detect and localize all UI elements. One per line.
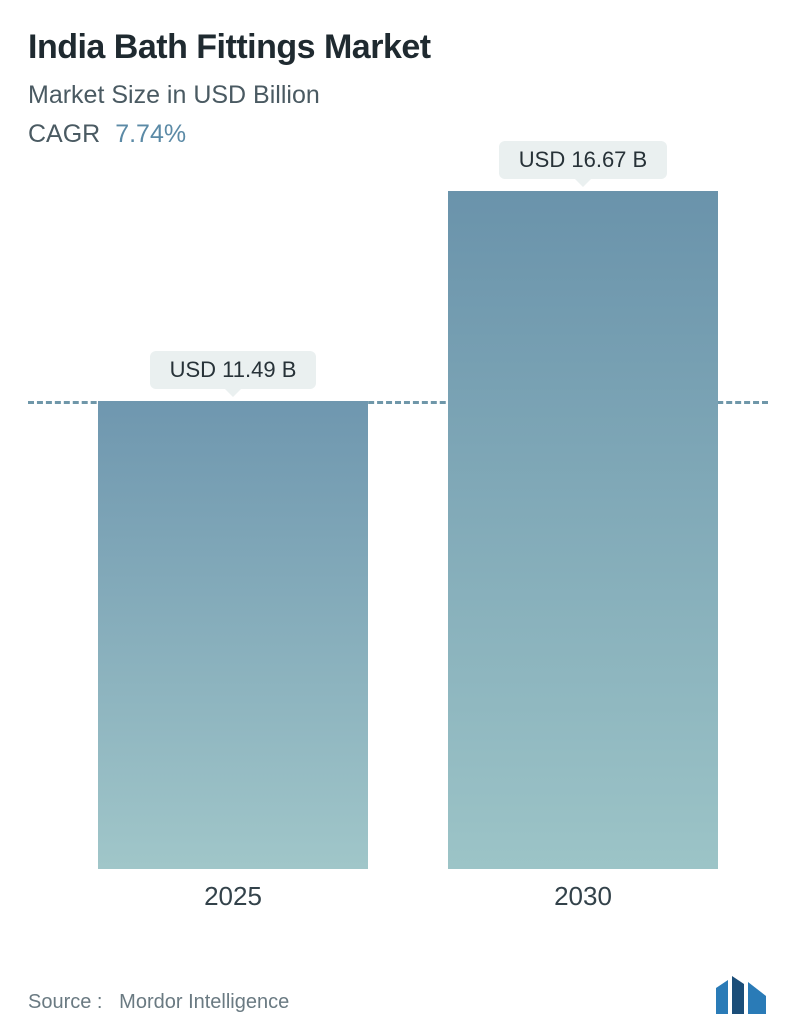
- source-text: Source : Mordor Intelligence: [28, 991, 289, 1014]
- bar-group-2025: USD 11.49 B: [98, 351, 368, 869]
- footer-row: Source : Mordor Intelligence: [28, 974, 768, 1014]
- x-label-2030: 2030: [554, 881, 612, 912]
- bar-2030: [448, 191, 718, 869]
- chart-title: India Bath Fittings Market: [28, 28, 768, 67]
- mordor-logo-icon: [712, 974, 768, 1014]
- chart-wrap: USD 11.49 BUSD 16.67 B 2025 2030: [28, 169, 768, 929]
- market-card: India Bath Fittings Market Market Size i…: [0, 0, 796, 1034]
- bar-2025: [98, 401, 368, 869]
- chart-subtitle: Market Size in USD Billion: [28, 81, 768, 110]
- bar-group-2030: USD 16.67 B: [448, 141, 718, 869]
- source-name: Mordor Intelligence: [119, 991, 289, 1013]
- source-label: Source :: [28, 991, 102, 1013]
- bar-chart: USD 11.49 BUSD 16.67 B: [28, 169, 768, 869]
- x-label-2025: 2025: [204, 881, 262, 912]
- cagr-label: CAGR: [28, 120, 100, 148]
- value-pill-2025: USD 11.49 B: [150, 351, 317, 389]
- cagr-value: 7.74%: [115, 120, 186, 148]
- value-pill-2030: USD 16.67 B: [499, 141, 667, 179]
